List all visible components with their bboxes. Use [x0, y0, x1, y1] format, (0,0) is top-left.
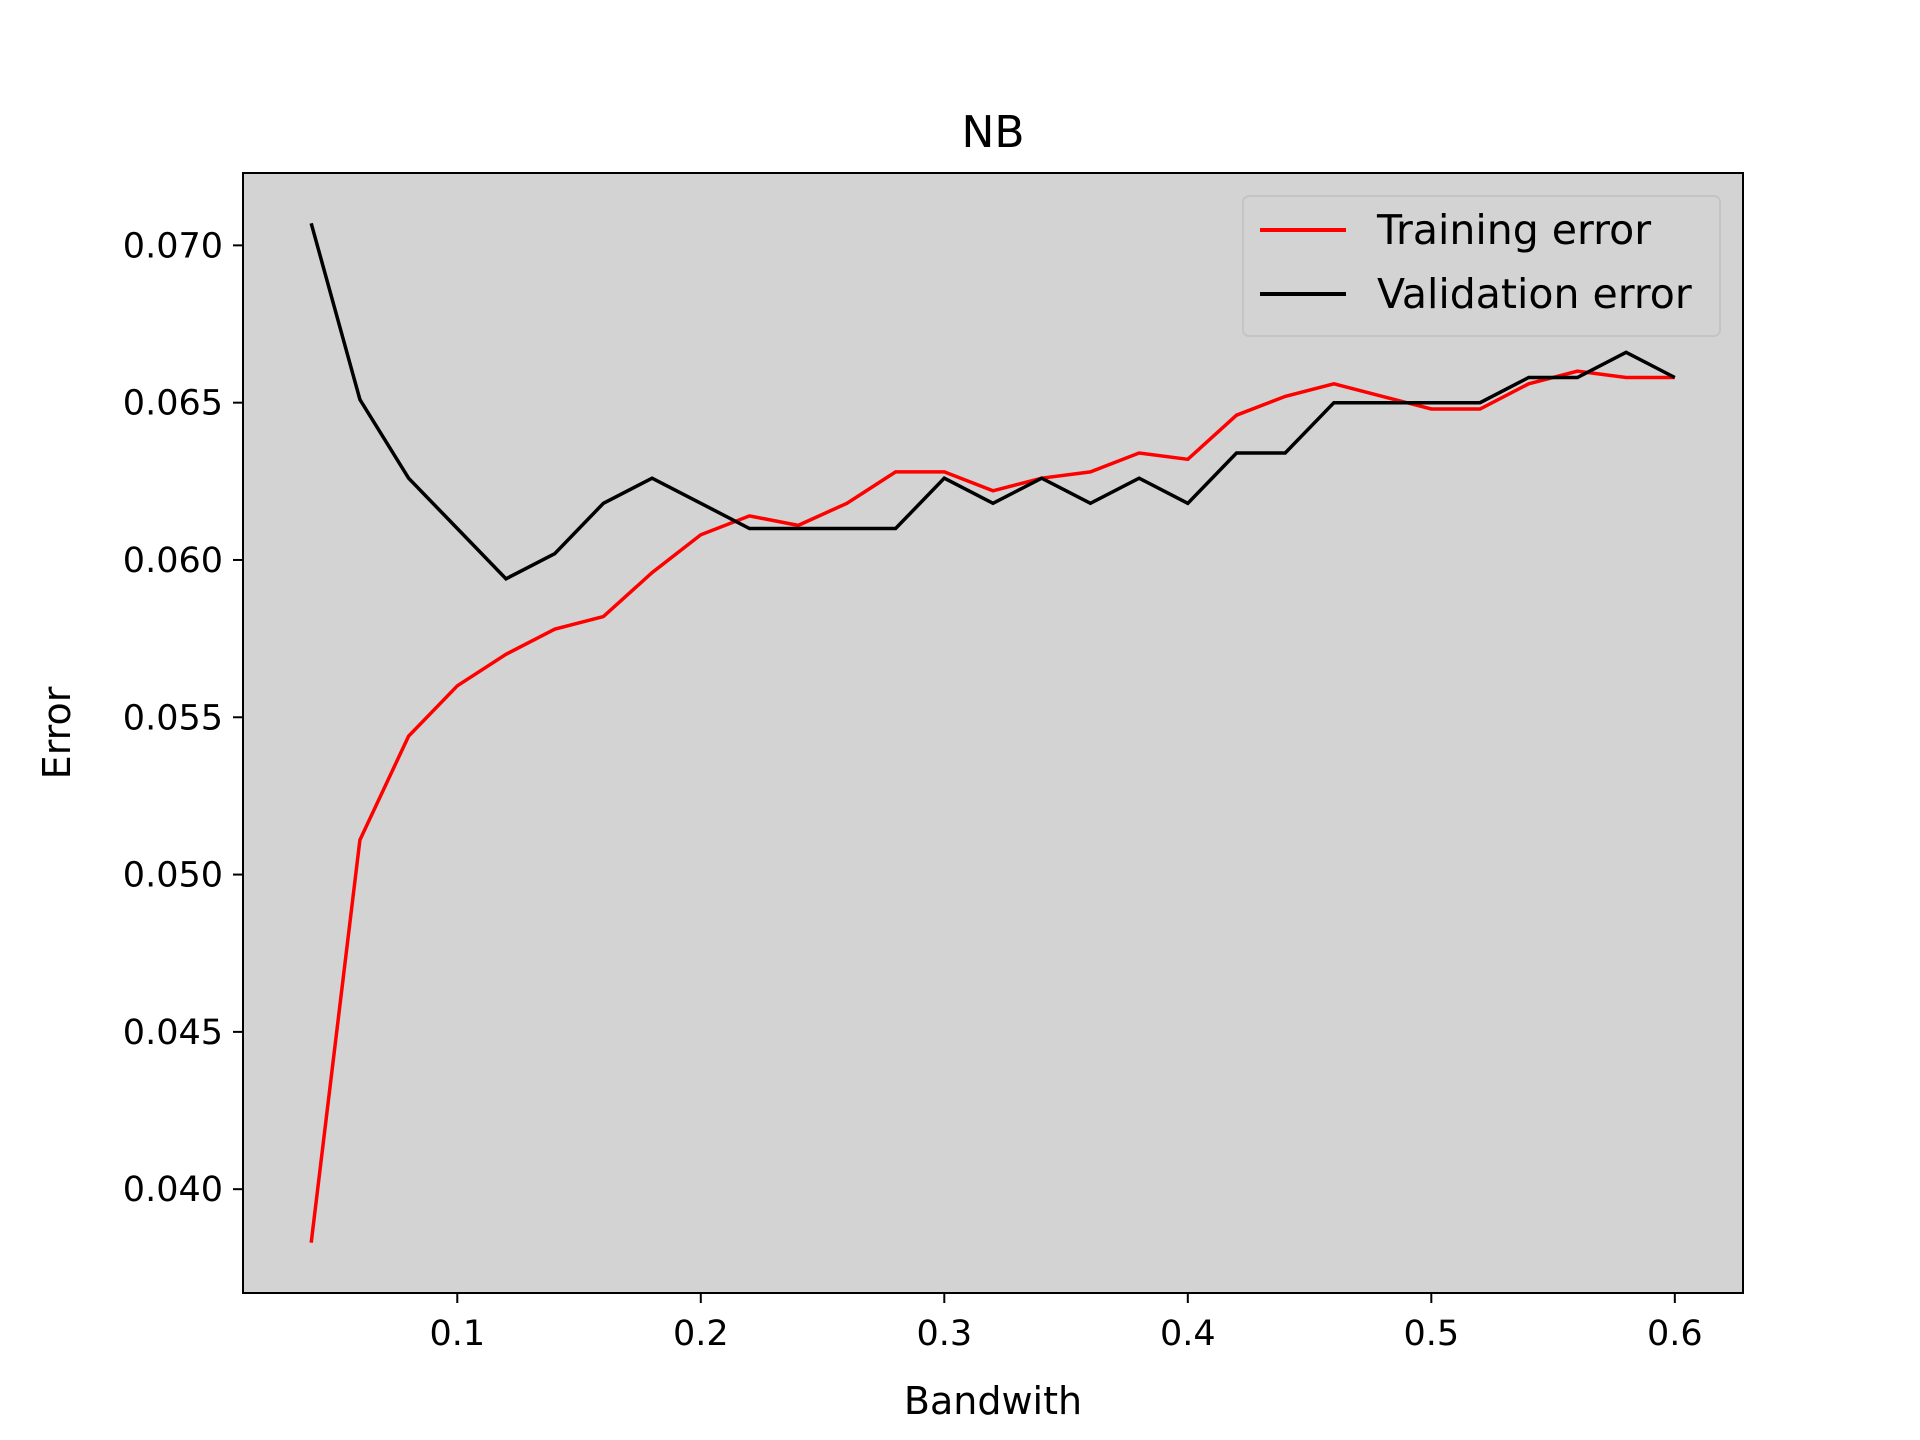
x-tick-label: 0.2: [673, 1314, 729, 1354]
x-axis: 0.1 0.2 0.3 0.4 0.5 0.6: [429, 1293, 1703, 1354]
y-tick-label: 0.045: [123, 1013, 223, 1053]
x-tick-label: 0.1: [429, 1314, 485, 1354]
x-axis-label: Bandwith: [904, 1379, 1082, 1423]
chart-title: NB: [961, 107, 1024, 158]
y-tick-label: 0.065: [123, 384, 223, 424]
series-line-validation-error: [309, 222, 1676, 581]
plot-area: [243, 173, 1743, 1293]
y-tick-label: 0.050: [123, 856, 223, 896]
legend-label-training-error: Training error: [1376, 206, 1651, 254]
x-tick-label: 0.4: [1160, 1314, 1216, 1354]
y-tick-label: 0.055: [123, 698, 223, 738]
x-tick-label: 0.6: [1647, 1314, 1703, 1354]
legend-label-validation-error: Validation error: [1377, 270, 1692, 318]
series-line-training-error: [309, 369, 1675, 1243]
y-tick-label: 0.040: [123, 1170, 223, 1210]
x-tick-label: 0.3: [916, 1314, 972, 1354]
y-tick-label: 0.060: [123, 541, 223, 581]
plot-frame: [242, 172, 1744, 1294]
y-axis: 0.040 0.045 0.050 0.055 0.060 0.065 0.070: [123, 226, 243, 1210]
y-axis-label: Error: [35, 686, 79, 779]
series-layer: [309, 222, 1676, 1243]
legend-box: [1242, 195, 1721, 337]
x-tick-label: 0.5: [1403, 1314, 1459, 1354]
legend: Training error Validation error: [1242, 195, 1721, 337]
y-tick-label: 0.070: [123, 226, 223, 266]
